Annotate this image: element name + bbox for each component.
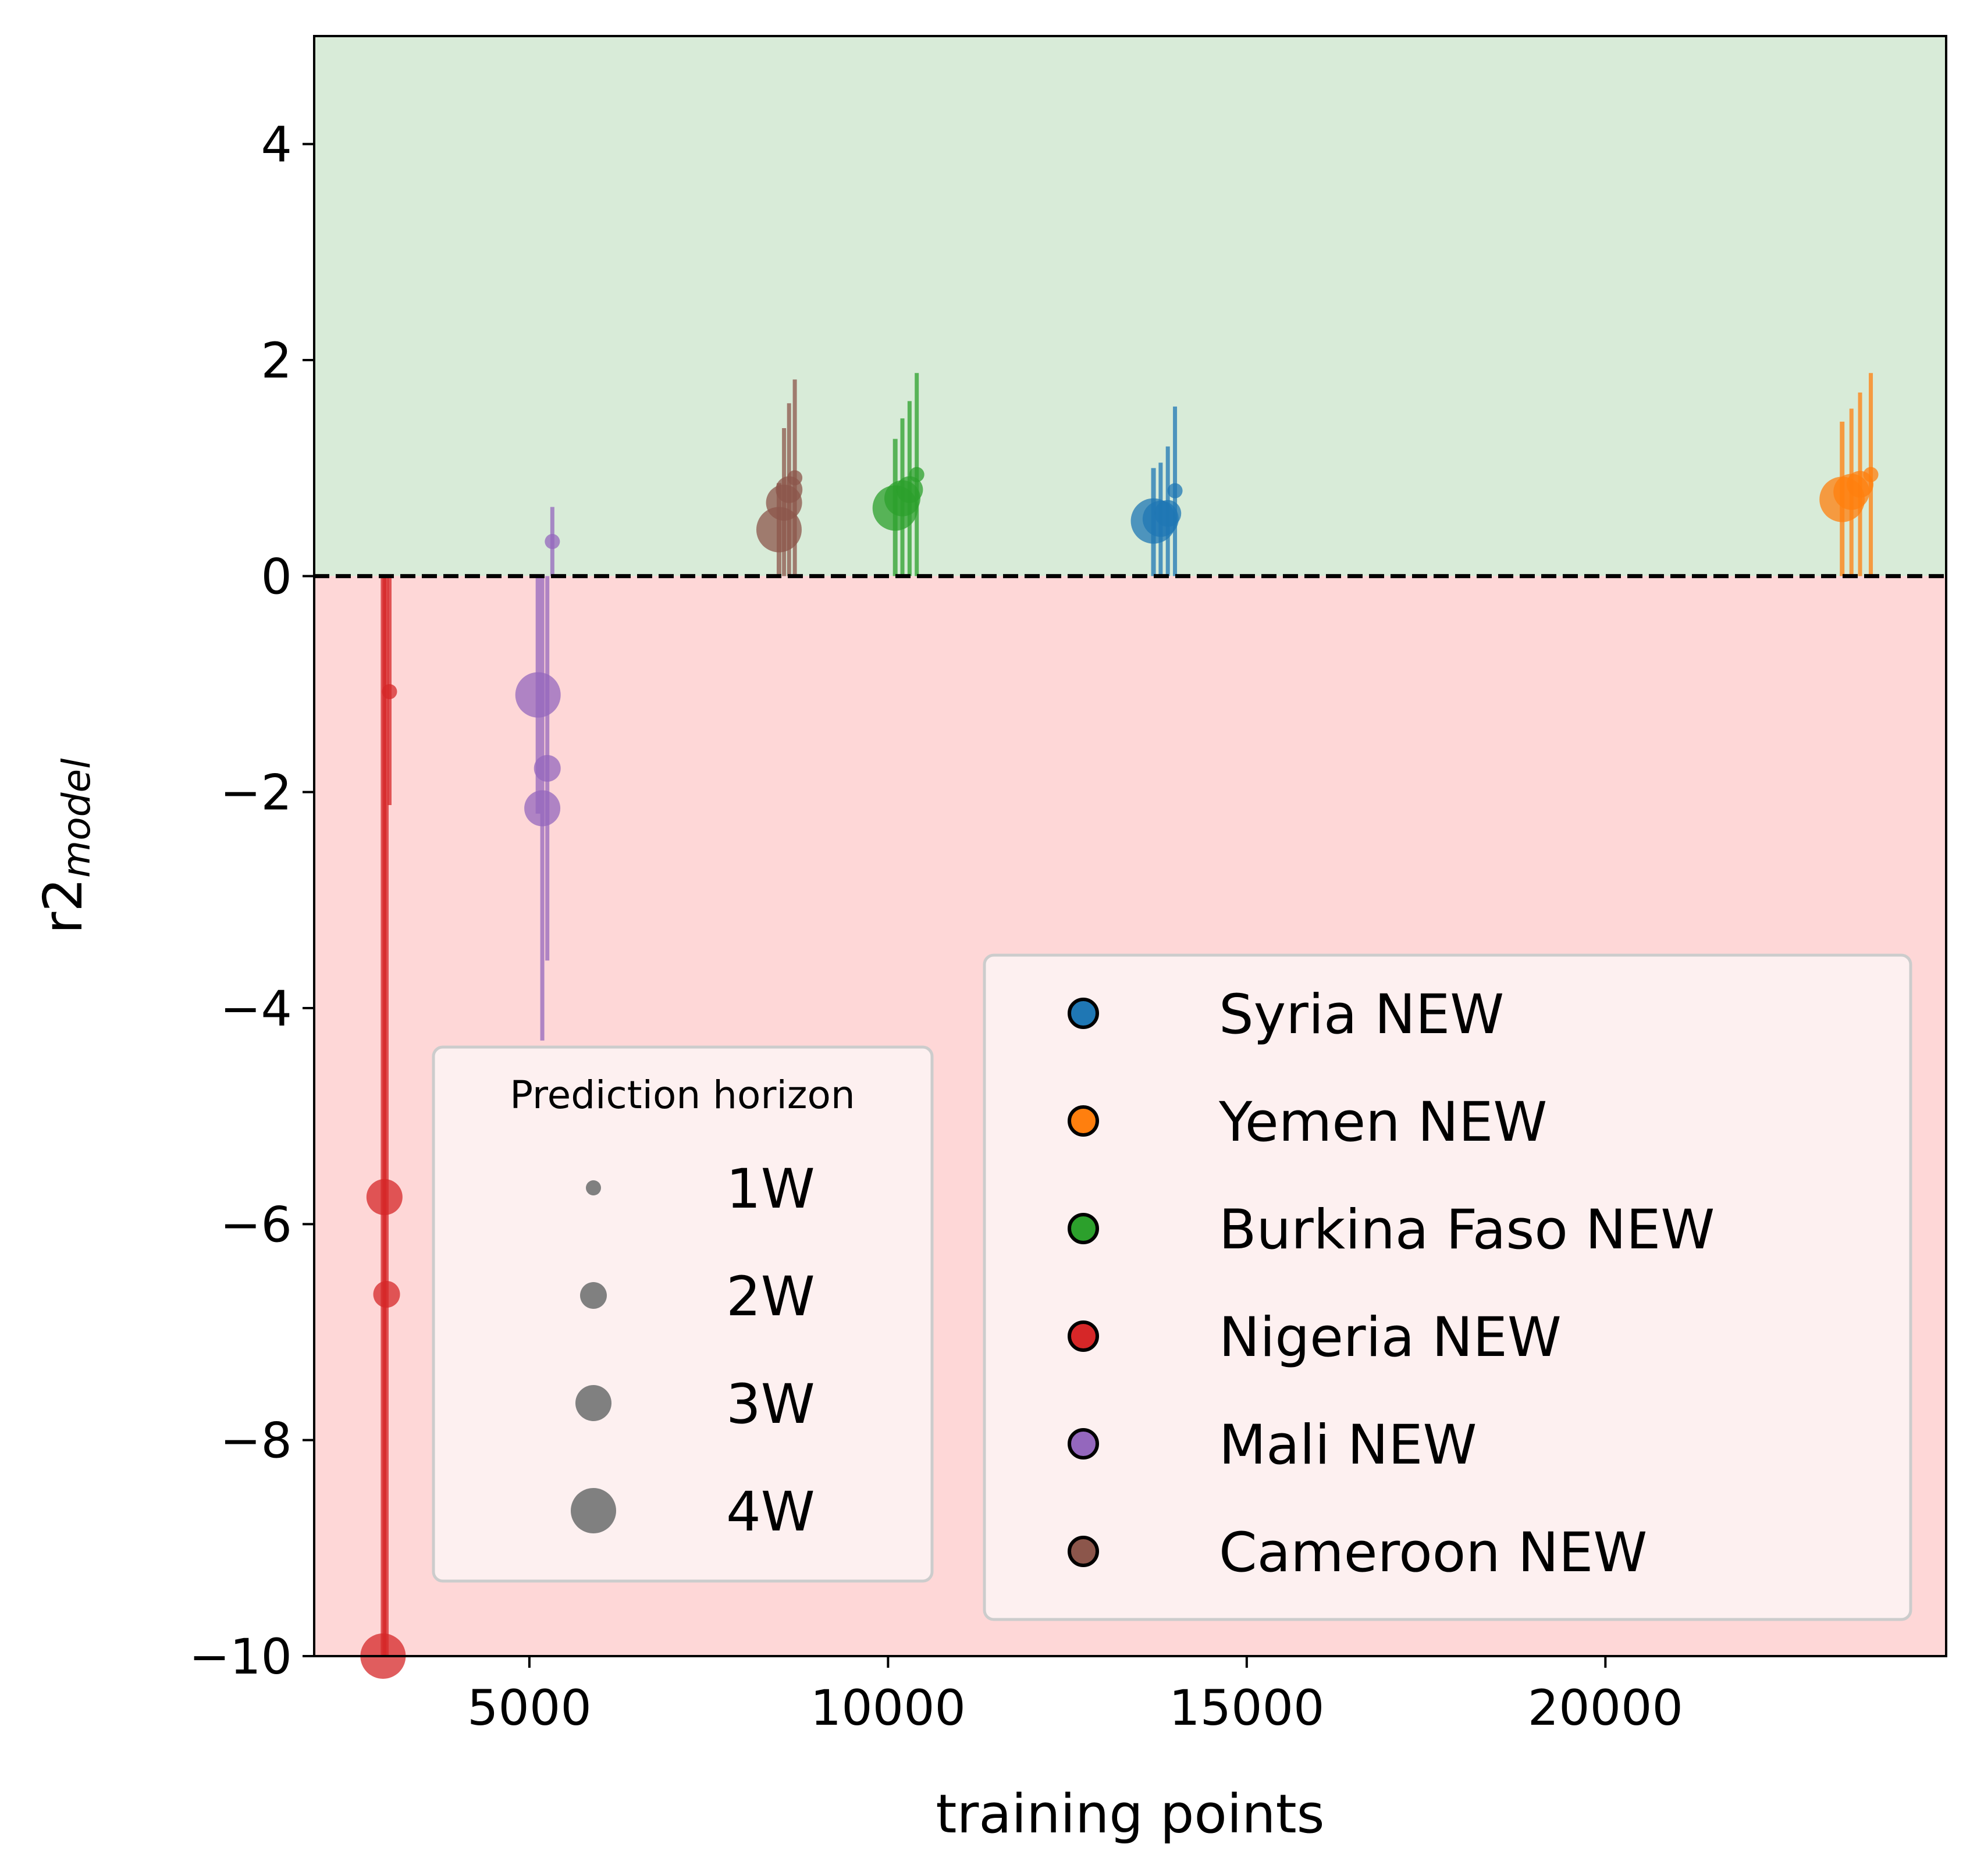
y-axis-label: r2model <box>32 758 99 934</box>
point-yemen-new-1w <box>1863 467 1879 482</box>
legend-horizon-marker-1w <box>586 1180 601 1195</box>
y-tick-label: −2 <box>220 764 292 821</box>
legend-countries-box <box>983 953 1912 1621</box>
x-axis-label: training points <box>936 1783 1324 1845</box>
point-nigeria-new-1w <box>382 684 397 699</box>
x-tick-label: 15000 <box>1169 1679 1324 1736</box>
legend-marker-burkina-faso-new <box>1068 1213 1099 1244</box>
legend-label-yemen-new: Yemen NEW <box>1218 1091 1547 1154</box>
legend-marker-yemen-new <box>1068 1105 1099 1137</box>
y-tick-label: −6 <box>220 1196 292 1253</box>
point-mali-new-2w <box>534 754 561 782</box>
point-cameroon-new-1w <box>787 470 803 486</box>
y-tick-label: 2 <box>261 332 292 389</box>
y-tick-label: −10 <box>189 1628 292 1685</box>
y-axis-label-main: r2 <box>32 878 94 934</box>
legend-countries: Syria NEW Yemen NEW Burkina Faso NEW Nigeri… <box>983 953 1912 1621</box>
point-syria-new-2w <box>1154 500 1182 527</box>
legend-label-burkina-faso-new: Burkina Faso NEW <box>1219 1198 1715 1262</box>
legend-label-mali-new: Mali NEW <box>1219 1414 1477 1477</box>
x-tick-label: 10000 <box>810 1679 966 1736</box>
axis-ticks: 5000 10000 15000 20000 4 2 0 −2 −4 −6 −8 −10 <box>189 116 1683 1736</box>
legend-horizon-box <box>432 1045 934 1583</box>
legend-horizon-label-1w: 1W <box>726 1158 815 1221</box>
legend-marker-mali-new <box>1068 1428 1099 1459</box>
legend-horizon-label-3w: 3W <box>726 1373 815 1436</box>
legend-horizon-marker-4w <box>571 1488 616 1533</box>
legend-horizon-label-4w: 4W <box>726 1480 815 1544</box>
point-mali-new-3w <box>524 790 561 827</box>
point-nigeria-new-3w <box>366 1179 403 1215</box>
y-tick-label: 0 <box>261 548 292 605</box>
point-syria-new-1w <box>1167 483 1183 499</box>
x-tick-label: 5000 <box>467 1679 592 1736</box>
legend-label-nigeria-new: Nigeria NEW <box>1219 1306 1562 1369</box>
markers <box>360 467 1879 1679</box>
y-tick-label: 4 <box>261 116 292 173</box>
x-tick-label: 20000 <box>1528 1679 1683 1736</box>
point-mali-new-1w <box>545 533 560 549</box>
legend-label-cameroon-new: Cameroon NEW <box>1219 1521 1647 1585</box>
point-burkina-faso-new-2w <box>896 476 923 503</box>
region-positive <box>314 36 1946 576</box>
plot-frame <box>313 35 1947 1657</box>
legend-label-syria-new: Syria NEW <box>1219 983 1504 1046</box>
point-mali-new-4w <box>515 672 561 718</box>
legend-horizon-marker-3w <box>575 1385 611 1421</box>
legend-horizon-label-2w: 2W <box>726 1265 815 1329</box>
y-axis-label-subscript: model <box>54 758 99 878</box>
y-tick-label: −4 <box>220 980 292 1037</box>
y-tick-label: −8 <box>220 1412 292 1469</box>
legend-horizon-marker-2w <box>580 1282 607 1309</box>
legend-marker-cameroon-new <box>1068 1536 1099 1567</box>
legend-marker-nigeria-new <box>1068 1320 1099 1352</box>
point-nigeria-new-2w <box>373 1281 400 1308</box>
legend-horizon-title: Prediction horizon <box>510 1073 855 1117</box>
point-burkina-faso-new-1w <box>909 467 924 482</box>
legend-prediction-horizon: Prediction horizon 1W 2W 3W 4W <box>432 1045 934 1583</box>
legend-marker-syria-new <box>1068 998 1099 1029</box>
